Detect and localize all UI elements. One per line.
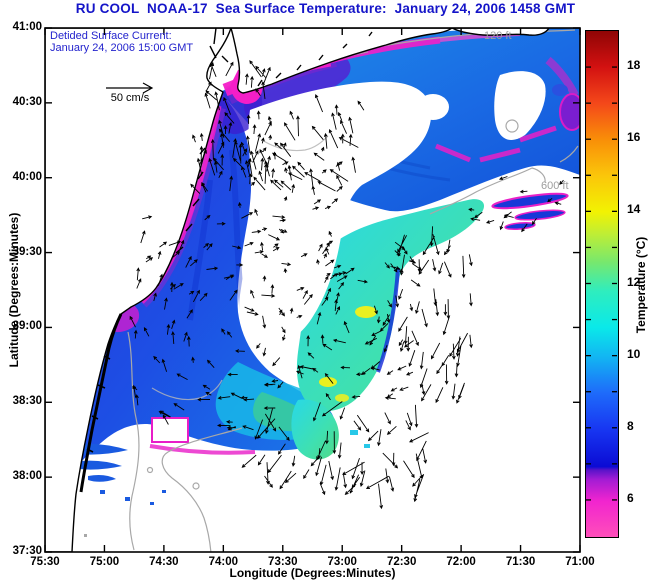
temperature-colorbar [585, 30, 619, 538]
current-vectors [129, 60, 564, 510]
cloud-mask-rect [151, 417, 189, 443]
colorbar-tick-label: 14 [627, 202, 641, 217]
y-tick-label: 40:30 [12, 95, 42, 108]
vector-arrows-li-nearshore [270, 93, 365, 192]
coastline-details [79, 28, 373, 493]
x-axis-label: Longitude (Degrees:Minutes) [229, 566, 396, 580]
cloud-mask-central [239, 81, 432, 348]
vector-arrows-cloud-hole [237, 134, 345, 319]
scale-arrow [106, 82, 154, 94]
y-axis-label: Latitude (Degrees:Minutes) [7, 212, 21, 368]
vector-arrows-ny-bight-apex [190, 60, 272, 194]
x-tick-label: 74:00 [208, 556, 239, 568]
sst-yellow-fleck [319, 377, 337, 387]
colorbar-tick-label: 18 [627, 58, 641, 73]
land-southern-new-england [451, 28, 550, 36]
vector-arrows-south-fan [241, 401, 429, 510]
x-tick-label: 71:00 [565, 556, 595, 568]
axis-ticks [44, 27, 581, 553]
band-cold-streaks [435, 125, 557, 163]
x-tick-label: 72:00 [446, 556, 476, 568]
vector-arrows-warm-eddy [296, 240, 423, 401]
vector-arrows-offshore-streaks [468, 176, 564, 233]
plot-frame [44, 27, 581, 553]
vector-arrows-coastal-swirl [129, 212, 292, 431]
depth-label-120ft: 120 ft [484, 30, 512, 42]
colorbar-ticks [586, 66, 617, 501]
annotation-line1: Detided Surface Current: [50, 30, 172, 42]
colorbar-tick-label: 8 [627, 418, 634, 433]
x-tick-label: 73:00 [327, 556, 357, 568]
colorbar-tick-label: 12 [627, 274, 641, 289]
annotation-line2: January 24, 2006 15:00 GMT [50, 42, 194, 54]
y-tick-label: 41:00 [12, 21, 42, 33]
y-tick-label: 39:30 [12, 245, 42, 258]
x-tick-label: 74:30 [149, 556, 179, 568]
sst-yellow-fleck [335, 394, 349, 402]
colorbar-tick-label: 6 [627, 490, 634, 505]
land-long-island [230, 28, 453, 94]
y-tick-label: 39:00 [12, 320, 42, 333]
scale-arrow-label: 50 cm/s [110, 92, 150, 104]
x-tick-label: 73:30 [268, 556, 298, 568]
colorbar-label: Temperature (°C) [634, 236, 648, 334]
vector-arrows-east-column [397, 226, 473, 404]
eddy-cold-rim [376, 267, 400, 373]
y-tick-label: 40:00 [12, 170, 42, 183]
current-annotation: Detided Surface Current: January 24, 2006… [50, 30, 193, 54]
cloud-mask-small [417, 94, 449, 120]
x-tick-label: 75:30 [30, 556, 60, 568]
figure-title: RU COOL NOAA-17 Sea Surface Temperature:… [75, 1, 576, 16]
land [45, 28, 550, 552]
corner-cold-streak [545, 56, 579, 97]
y-tick-label: 37:30 [12, 545, 42, 557]
x-tick-label: 72:30 [386, 556, 417, 568]
sst-fleck [364, 444, 370, 448]
y-tick-label: 38:30 [12, 395, 42, 408]
colorbar-tick-label: 16 [627, 130, 641, 145]
sst-fleck [350, 430, 358, 435]
y-tick-label: 38:00 [12, 470, 42, 483]
x-tick-label: 71:30 [505, 556, 536, 568]
x-tick-label: 75:00 [89, 556, 120, 568]
wedge-cold-fringe [149, 444, 256, 455]
sst-coastal-blue [73, 95, 335, 470]
sst-eddy-tail [291, 399, 339, 460]
land-mainland-nj-delmarva [45, 28, 232, 552]
depth-label-600ft: 600 ft [541, 180, 569, 192]
sst-yellow-fleck [355, 306, 377, 318]
colorbar-tick-label: 10 [627, 346, 641, 361]
